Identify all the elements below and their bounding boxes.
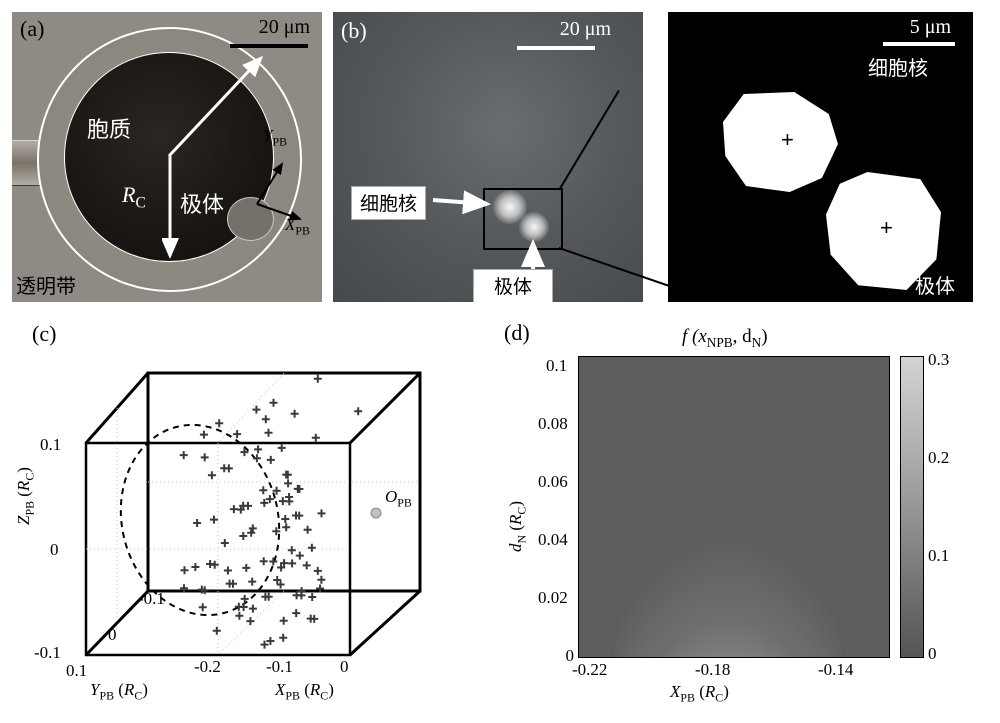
inset-nucleus-label: 细胞核: [868, 52, 928, 81]
cb-tick-0: 0.3: [928, 350, 949, 370]
xpb-letter: X: [285, 215, 295, 234]
radius-sub: C: [135, 194, 145, 211]
dy-tick-4: 0.08: [538, 414, 568, 434]
dy-axis-label: dN (RC): [506, 501, 529, 552]
panel-tag-b: (b): [341, 18, 367, 44]
panel-a: (a) 胞质 极体 RC YPB XPB: [12, 12, 322, 302]
panel-tag-c: (c): [32, 321, 56, 347]
dy-letter: d: [506, 544, 525, 553]
dy-tick-3: 0.06: [538, 472, 568, 492]
dy-tick-0: 0: [558, 646, 574, 666]
x-unit-sub: C: [320, 688, 328, 702]
x-letter: X: [275, 680, 285, 699]
z-tick-1: 0: [50, 540, 59, 560]
dx-letter: X: [670, 682, 680, 701]
nucleus-label-box: 细胞核: [351, 186, 426, 220]
y-axis-label: YPB (RC): [90, 680, 148, 703]
dy-sub: N: [514, 535, 528, 544]
ypb-sub: PB: [272, 134, 287, 148]
polarbody-label: 极体: [180, 187, 224, 219]
dy-unit-sub: C: [514, 507, 528, 515]
dx-axis-label: XPB (RC): [670, 682, 729, 705]
inset-polarbody-label: 极体: [915, 270, 955, 299]
radius-letter: R: [122, 182, 135, 207]
y-tick-0: 0.1: [66, 661, 87, 681]
d-title-p2: , d: [733, 326, 752, 347]
x-tick-0: 0: [340, 657, 349, 677]
cb-tick-1: 0.2: [928, 448, 949, 468]
z-tick-0: 0.1: [40, 435, 61, 455]
panel-tag-d: (d): [504, 320, 530, 346]
y-tick-2: -0.1: [138, 589, 165, 609]
dx-sub: PB: [680, 690, 695, 704]
xpb-sub: PB: [295, 223, 310, 237]
xpb-label: XPB: [285, 215, 310, 238]
scalebar-inset-label: 5 μm: [910, 16, 951, 39]
zona-label: 透明带: [16, 270, 76, 299]
origin-label: OPB: [385, 487, 412, 510]
cb-tick-2: 0.1: [928, 546, 949, 566]
z-sub: PB: [22, 501, 36, 516]
scalebar-inset: [883, 42, 955, 46]
dx-tick-2: -0.14: [818, 660, 853, 680]
panel-c: (c): [50, 335, 470, 705]
colorbar: [900, 356, 924, 658]
dy-tick-5: 0.1: [546, 356, 567, 376]
x-tick-2: -0.2: [194, 657, 221, 677]
radius-arrow: [163, 48, 283, 168]
panel-tag-a: (a): [20, 16, 44, 42]
cytoplasm-label: 胞质: [87, 112, 131, 144]
y-sub: PB: [99, 688, 114, 702]
scalebar-b: [517, 46, 595, 50]
d-title-p1: f (x: [682, 326, 707, 347]
dy-tick-2: 0.04: [538, 530, 568, 550]
z-tick-2: -0.1: [34, 643, 61, 663]
d-title: f (xNPB, dN): [682, 326, 768, 351]
radius-label: RC: [122, 182, 146, 212]
panel-b-inset: + + 细胞核 极体 5 μm: [668, 12, 973, 302]
heatmap: [578, 356, 890, 658]
x-tick-1: -0.1: [266, 657, 293, 677]
polarbody-label-box: 极体: [473, 269, 553, 302]
d-title-p3: ): [761, 326, 767, 347]
origin-sub: PB: [397, 495, 412, 509]
panel-b: (b) 细胞核 极体 20 μm: [333, 12, 643, 302]
ypb-label: YPB: [263, 126, 287, 149]
dy-tick-1: 0.02: [538, 588, 568, 608]
scatter-3d: [50, 335, 470, 705]
scalebar-a: [230, 44, 308, 48]
origin-letter: O: [385, 487, 397, 506]
x-sub: PB: [285, 688, 300, 702]
figure: (a) 胞质 极体 RC YPB XPB: [0, 0, 1000, 723]
nucleus-arrow-icon: [429, 182, 499, 222]
d-title-s2: N: [752, 335, 762, 350]
z-axis-label: ZPB ((RRC): [14, 467, 37, 525]
z-unit-sub: C: [22, 473, 36, 481]
dx-tick-0: -0.22: [572, 660, 607, 680]
scalebar-a-label: 20 μm: [259, 16, 310, 39]
cb-tick-3: 0: [928, 644, 937, 664]
panel-d: (d) f (xNPB, dN) -0.22 -0.18 -0.14 0 0.0…: [500, 320, 970, 710]
scalebar-b-label: 20 μm: [560, 18, 611, 41]
d-title-s1: NPB: [707, 335, 733, 350]
dx-tick-1: -0.18: [695, 660, 730, 680]
x-axis-label: XPB (RC): [275, 680, 334, 703]
y-tick-1: 0: [108, 625, 117, 645]
z-letter: Z: [14, 516, 33, 525]
dx-unit-sub: C: [715, 690, 723, 704]
